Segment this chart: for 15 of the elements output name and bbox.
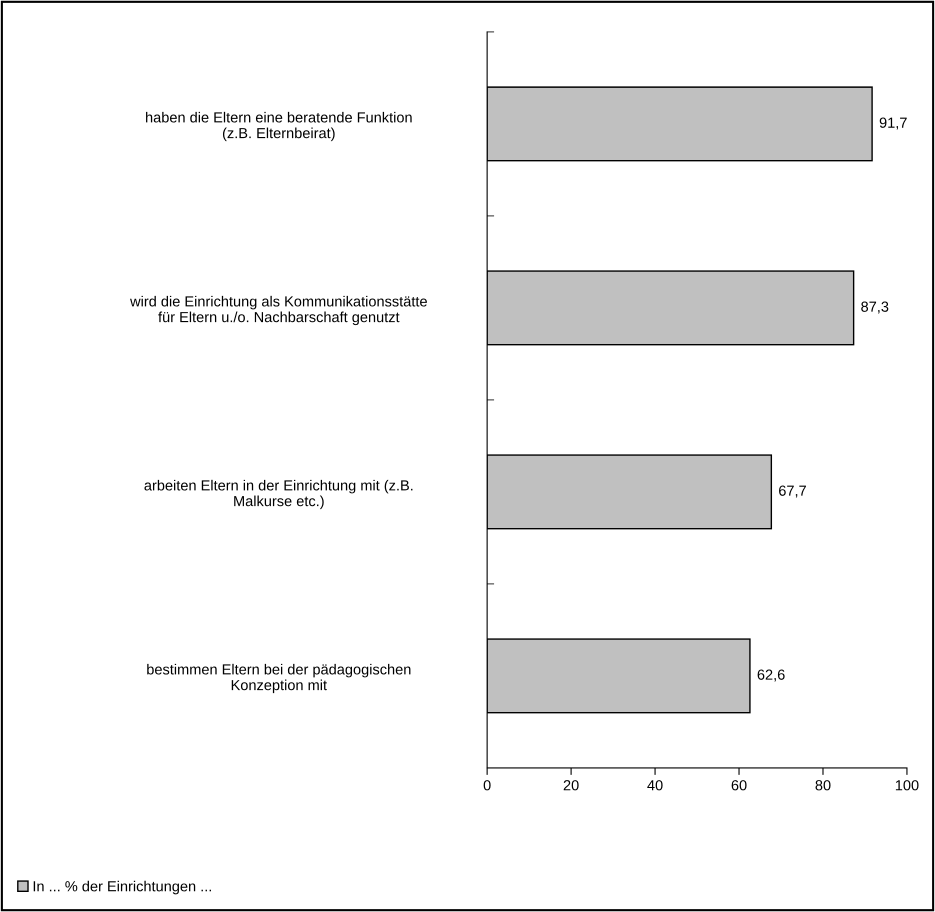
data-label: 67,7 xyxy=(779,486,806,498)
x-tick-label: 80 xyxy=(816,780,831,790)
x-tick-label: 100 xyxy=(896,780,919,790)
y-tick-label: haben die Eltern eine beratende Funktion (z.B. Elternbeirat) xyxy=(146,112,412,142)
data-label: 91,7 xyxy=(880,118,907,130)
y-tick-label: bestimmen Eltern bei der pädagogischen Konzeption mit xyxy=(147,664,410,694)
x-tick-label: 0 xyxy=(484,780,491,790)
data-label: 87,3 xyxy=(861,302,888,314)
x-tick-label: 40 xyxy=(647,780,663,790)
x-tick-label: 20 xyxy=(564,780,579,790)
x-tick-label: 60 xyxy=(732,780,747,790)
y-tick-label: arbeiten Eltern in der Einrichtung mit (z.B. Malkurse etc.) xyxy=(144,480,412,510)
y-tick-label: wird die Einrichtung als Kommunikationsstätte für Eltern u./o. Nachbarschaft genutzt xyxy=(130,296,427,326)
legend-label: In ... % der Einrichtungen ... xyxy=(34,880,212,894)
data-label: 62,6 xyxy=(758,669,785,682)
